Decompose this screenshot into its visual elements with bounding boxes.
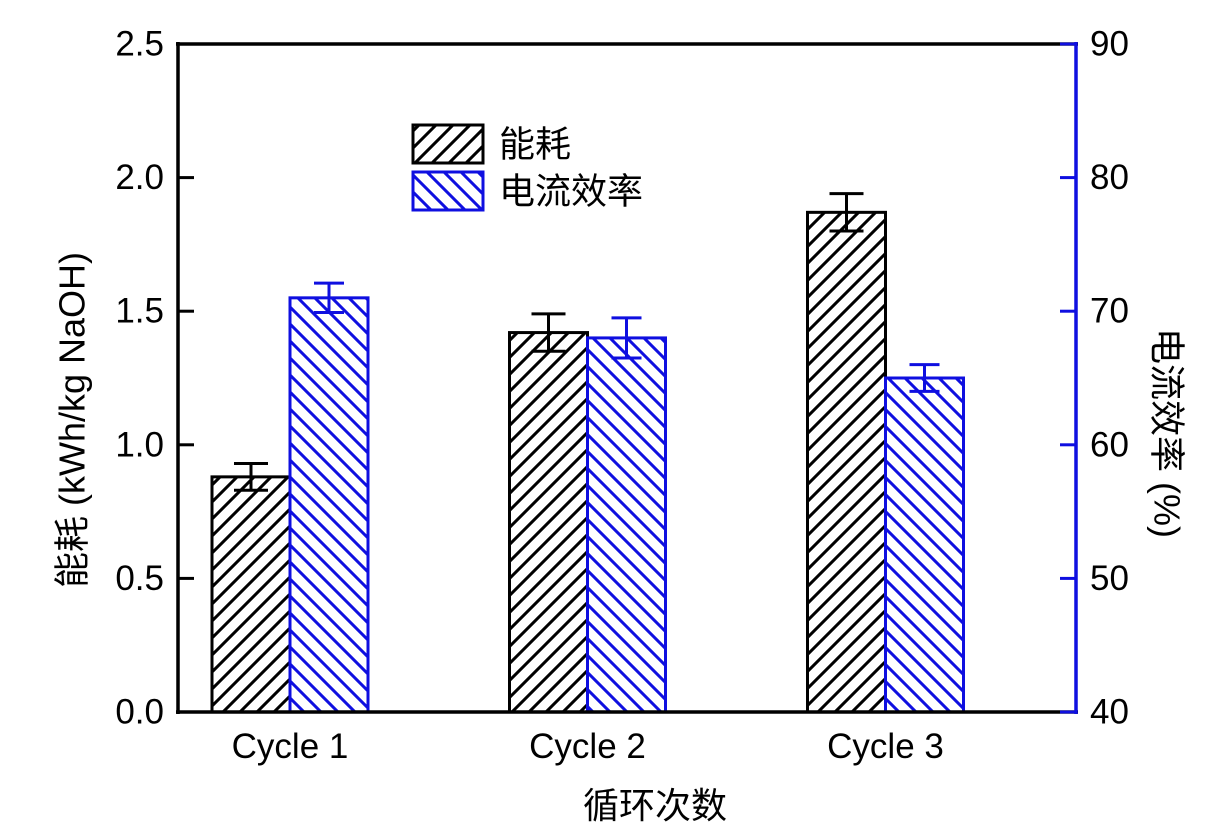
plot-area: 0.0 0.5 1.0 1.5 2.0 2.5 40 50 60 70 80 90 Cycle 1 Cyc… — [115, 25, 1129, 767]
x-category-label-1: Cycle 1 — [232, 727, 349, 766]
legend-label-current-efficiency: 电流效率 — [499, 171, 643, 212]
bar-current-efficiency-cycle-2 — [586, 336, 667, 714]
bar-current-efficiency-cycle-3 — [884, 376, 965, 714]
legend-swatch-current-efficiency — [411, 170, 485, 212]
x-axis-title: 循环次数 — [583, 785, 727, 826]
legend-swatch-energy — [411, 123, 485, 165]
bar-energy-consumption-cycle-2 — [508, 331, 589, 714]
x-category-label-2: Cycle 2 — [529, 727, 646, 766]
bar-energy-consumption-cycle-3 — [806, 210, 887, 714]
right-tick-label: 70 — [1090, 292, 1129, 331]
left-tick-label: 0.5 — [115, 559, 164, 598]
left-tick-label: 2.5 — [115, 25, 164, 64]
right-tick-label: 40 — [1090, 693, 1129, 732]
right-tick-label: 80 — [1090, 158, 1129, 197]
bar-current-efficiency-cycle-1 — [288, 296, 370, 714]
legend-label-energy: 能耗 — [499, 124, 571, 165]
left-tick-label: 0.0 — [115, 693, 164, 732]
legend: 能耗 电流效率 — [411, 123, 643, 212]
bar-energy-consumption-cycle-1 — [210, 475, 292, 714]
right-tick-label: 60 — [1090, 425, 1129, 464]
left-tick-label: 2.0 — [115, 158, 164, 197]
left-tick-label: 1.5 — [115, 292, 164, 331]
left-tick-label: 1.0 — [115, 425, 164, 464]
right-tick-label: 90 — [1090, 25, 1129, 64]
x-category-label-3: Cycle 3 — [827, 727, 944, 766]
right-tick-label: 50 — [1090, 559, 1129, 598]
left-axis-title: 能耗 (kWh/kg NaOH) — [52, 252, 93, 588]
right-axis-title: 电流效率 (%) — [1147, 328, 1188, 538]
